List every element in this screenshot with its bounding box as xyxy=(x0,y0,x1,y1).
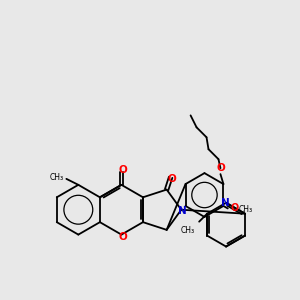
Text: CH₃: CH₃ xyxy=(49,173,63,182)
Text: O: O xyxy=(118,165,127,175)
Text: O: O xyxy=(216,163,225,173)
Text: CH₃: CH₃ xyxy=(239,205,253,214)
Text: O: O xyxy=(118,232,127,242)
Text: N: N xyxy=(178,206,187,216)
Text: N: N xyxy=(221,198,230,208)
Text: CH₃: CH₃ xyxy=(181,226,195,235)
Text: O: O xyxy=(167,174,176,184)
Text: O: O xyxy=(231,203,239,214)
